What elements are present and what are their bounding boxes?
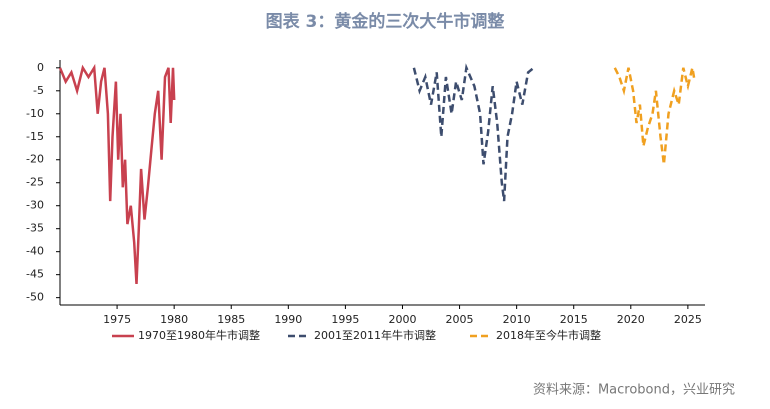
x-tick-label: 2005 [446, 313, 474, 326]
y-tick-label: -30 [26, 199, 44, 212]
y-tick-label: -50 [26, 291, 44, 304]
source: 资料来源：Macrobond，兴业研究 [533, 383, 735, 398]
y-tick-label: -25 [26, 176, 44, 189]
x-tick-label: 1990 [274, 313, 302, 326]
y-tick-label: -10 [26, 107, 44, 120]
x-tick-label: 1980 [160, 313, 188, 326]
x-tick-label: 2020 [617, 313, 645, 326]
chart-title: 图表 3：黄金的三次大牛市调整 [266, 11, 505, 32]
x-tick-label: 2000 [388, 313, 416, 326]
x-tick-label: 1975 [103, 313, 131, 326]
y-tick-label: 0 [37, 61, 44, 74]
y-tick-label: -40 [26, 245, 44, 258]
legend-label: 2018年至今牛市调整 [496, 328, 601, 342]
y-tick-label: -45 [26, 268, 44, 281]
x-tick-label: 1985 [217, 313, 245, 326]
legend-label: 1970至1980年牛市调整 [138, 328, 260, 342]
y-tick-label: -5 [33, 84, 44, 97]
series-line [412, 63, 535, 202]
x-tick-label: 2015 [560, 313, 588, 326]
y-tick-label: -35 [26, 222, 44, 235]
x-tick-label: 1995 [331, 313, 359, 326]
x-tick-label: 2010 [503, 313, 531, 326]
legend-label: 2001至2011年牛市调整 [314, 328, 436, 342]
series-line [58, 63, 176, 284]
x-tick-label: 2025 [674, 313, 702, 326]
y-tick-label: -15 [26, 130, 44, 143]
y-tick-label: -20 [26, 153, 44, 166]
series-line [613, 67, 696, 165]
